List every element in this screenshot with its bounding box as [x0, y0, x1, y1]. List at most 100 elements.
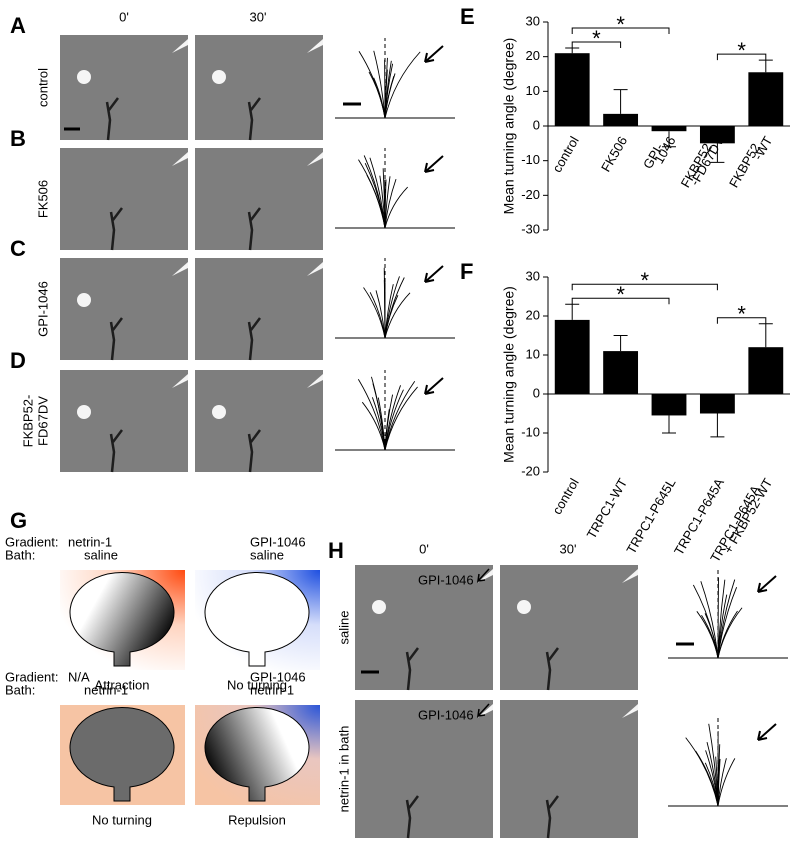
debris — [77, 70, 91, 84]
pipette — [307, 39, 323, 53]
trajectory — [384, 294, 399, 339]
gradient-value: netrin-1 — [68, 534, 112, 549]
bath-value: netrin-1 — [250, 682, 294, 697]
significance-label: * — [616, 12, 625, 37]
time-label: 30' — [250, 9, 267, 24]
neurite — [247, 97, 261, 141]
micrograph — [60, 258, 188, 360]
neurite — [545, 795, 559, 839]
y-tick-label: 30 — [526, 268, 540, 283]
significance-bracket — [716, 53, 767, 61]
neurite — [109, 429, 123, 473]
trajectory — [357, 378, 386, 451]
y-tick-label: 10 — [526, 346, 540, 361]
row-label: GPI-1046 — [35, 281, 50, 337]
gradient-value: GPI-1046 — [250, 669, 306, 684]
bar — [699, 394, 735, 414]
time-label: 30' — [560, 541, 577, 556]
y-axis-label: Mean turning angle (degree) — [501, 38, 517, 215]
x-tick-label: FK506 — [598, 134, 630, 175]
panel-letter: B — [10, 126, 26, 151]
y-tick-label: 0 — [533, 117, 540, 132]
trajectory — [717, 579, 726, 659]
micrograph — [195, 148, 323, 250]
panel-letter: C — [10, 236, 26, 261]
trajectory — [384, 381, 416, 451]
bath-value: saline — [250, 547, 284, 562]
trajectory — [366, 174, 386, 229]
trajectory — [701, 614, 719, 659]
micrograph — [355, 565, 493, 690]
significance-label: * — [737, 38, 746, 63]
outcome-label: Attraction — [95, 677, 150, 692]
error-bar — [613, 89, 628, 114]
trajectory — [373, 77, 386, 119]
debris — [77, 293, 91, 307]
row-label: FK506 — [35, 180, 50, 218]
y-tick-label: 20 — [526, 48, 540, 63]
micrograph — [500, 700, 638, 838]
neurite — [545, 647, 559, 691]
debris — [517, 600, 531, 614]
micrograph — [500, 565, 638, 690]
gradient-arrow — [424, 377, 444, 395]
pipette-arrow — [476, 568, 490, 584]
debris — [372, 600, 386, 614]
bar — [554, 319, 590, 394]
y-tick-label: 0 — [533, 385, 540, 400]
trajectory — [717, 610, 738, 659]
field-label: Gradient: — [5, 534, 58, 549]
y-tick-label: -10 — [521, 152, 540, 167]
x-tick-label: -WT — [750, 134, 775, 163]
trajectory — [363, 287, 386, 339]
y-axis-label: Mean turning angle (degree) — [501, 286, 517, 463]
trajectory — [717, 579, 736, 659]
neurite — [405, 647, 419, 691]
x-tick-label: TRPC1-WT — [584, 476, 631, 542]
neurite — [247, 207, 261, 251]
y-tick-label: -30 — [521, 221, 540, 236]
significance-bracket — [571, 297, 670, 305]
bar — [651, 394, 687, 416]
trajectory — [369, 157, 386, 229]
error-bar — [662, 131, 676, 148]
row-label: FKBP52- — [20, 395, 35, 448]
significance-bracket — [571, 27, 670, 34]
y-tick-label: -10 — [521, 424, 540, 439]
y-tick-label: -20 — [521, 463, 540, 478]
trajectory — [371, 376, 386, 451]
pipette — [172, 39, 188, 53]
pipette — [307, 262, 323, 276]
trajectory — [384, 51, 421, 119]
y-tick-label: 10 — [526, 83, 540, 98]
debris — [77, 405, 91, 419]
x-tick-label: 1046 — [651, 134, 678, 167]
bar — [748, 347, 784, 394]
neurite — [109, 317, 123, 361]
trajectory — [717, 758, 736, 807]
row-label: FD67DV — [35, 396, 50, 446]
gradient-arrow — [757, 723, 777, 741]
growth-cone — [69, 706, 175, 802]
panel-letter: D — [10, 348, 26, 373]
pipette — [172, 374, 188, 388]
gradient-value: N/A — [68, 669, 90, 684]
gradient-arrow — [757, 575, 777, 593]
error-bar — [758, 59, 773, 73]
y-tick-label: 30 — [526, 13, 540, 28]
trajectory — [384, 292, 411, 339]
pipette-arrow — [476, 703, 490, 719]
bar — [748, 72, 784, 126]
gradient-arrow — [424, 155, 444, 173]
time-label: 0' — [119, 9, 129, 24]
significance-label: * — [737, 302, 746, 327]
panel-letter: H — [328, 538, 344, 563]
field-label: Bath: — [5, 547, 35, 562]
trajectory — [384, 186, 408, 229]
error-bar — [758, 323, 773, 348]
time-label: 0' — [419, 541, 429, 556]
significance-bracket — [716, 317, 767, 324]
error-bar — [710, 143, 725, 163]
error-bar — [565, 303, 580, 320]
